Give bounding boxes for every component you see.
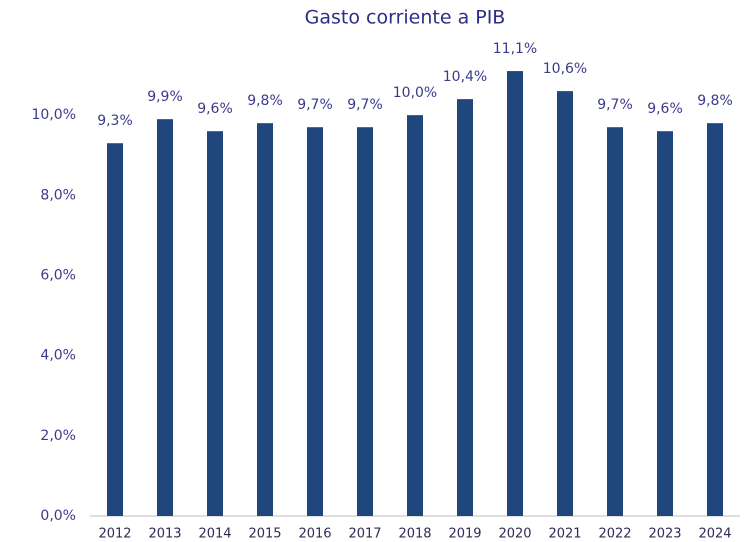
value-label: 9,3% [97,113,133,129]
value-label: 10,4% [443,69,487,85]
y-tick-label: 0,0% [40,508,76,524]
x-tick-label: 2024 [698,527,731,542]
value-label: 9,6% [197,101,233,117]
x-tick-label: 2013 [148,527,181,542]
bar [557,91,573,516]
value-label: 10,6% [543,61,587,77]
x-tick-label: 2017 [348,527,381,542]
y-tick-label: 10,0% [32,107,76,123]
bar [207,131,223,516]
bar [107,143,123,516]
value-label: 10,0% [393,85,437,101]
bar [157,119,173,517]
value-label: 9,8% [697,93,733,109]
bar [607,127,623,517]
value-label: 11,1% [493,41,537,57]
bar [357,127,373,517]
x-tick-label: 2021 [548,527,581,542]
bar [307,127,323,517]
x-tick-label: 2012 [98,527,131,542]
y-tick-label: 6,0% [40,268,76,284]
value-label: 9,7% [347,97,383,113]
value-label: 9,8% [247,93,283,109]
x-tick-label: 2023 [648,527,681,542]
bar [457,99,473,516]
value-label: 9,6% [647,101,683,117]
y-tick-label: 4,0% [40,348,76,364]
bar [657,131,673,516]
value-label: 9,7% [597,97,633,113]
x-tick-label: 2020 [498,527,531,542]
bar [257,123,273,516]
bar [407,115,423,517]
bar [507,71,523,516]
x-tick-label: 2016 [298,527,331,542]
value-label: 9,9% [147,89,183,105]
x-tick-label: 2015 [248,527,281,542]
x-tick-label: 2014 [198,527,231,542]
bar [707,123,723,516]
y-tick-label: 8,0% [40,187,76,203]
value-label: 9,7% [297,97,333,113]
chart-title: Gasto corriente a PIB [305,7,506,29]
x-tick-label: 2018 [398,527,431,542]
x-tick-label: 2022 [598,527,631,542]
x-tick-label: 2019 [448,527,481,542]
y-tick-label: 2,0% [40,428,76,444]
